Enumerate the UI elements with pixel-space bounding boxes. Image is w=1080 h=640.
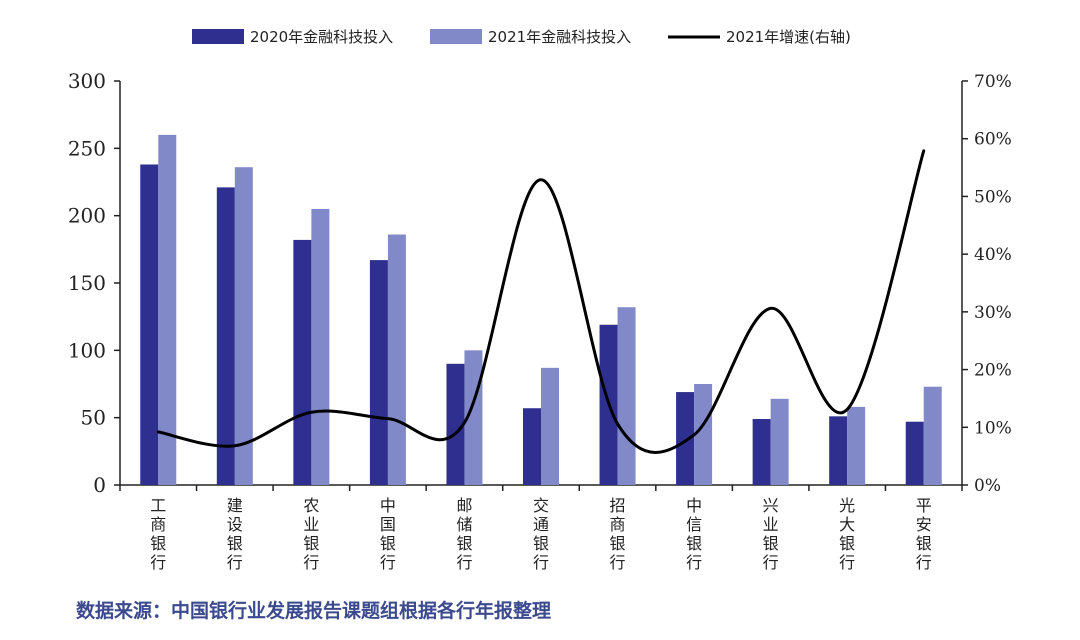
- source-note: 数据来源：中国银行业发展报告课题组根据各行年报整理: [76, 600, 552, 622]
- left-tick-label: 250: [68, 136, 106, 160]
- right-tick-label: 10%: [974, 418, 1012, 438]
- bar-2021: [694, 384, 713, 485]
- legend-swatch-2021: [430, 29, 482, 44]
- category-label: 中信银行: [686, 496, 702, 572]
- category-label: 光大银行: [839, 496, 855, 572]
- bar-2020: [752, 419, 771, 485]
- bar-2020: [676, 392, 695, 485]
- bar-2020: [216, 187, 235, 486]
- legend-label-growth: 2021年增速(右轴): [726, 28, 851, 46]
- left-tick-label: 100: [68, 338, 106, 362]
- left-tick-label: 300: [68, 69, 106, 93]
- bar-2021: [311, 208, 330, 485]
- left-tick-label: 0: [93, 473, 106, 497]
- right-tick-label: 0%: [974, 476, 1001, 496]
- bar-2020: [293, 239, 312, 485]
- category-label: 农业银行: [303, 496, 319, 572]
- category-label: 平安银行: [916, 496, 932, 572]
- bar-2021: [158, 134, 177, 485]
- bar-2020: [523, 408, 541, 485]
- left-tick-label: 50: [81, 406, 106, 430]
- bar-2021: [541, 367, 559, 485]
- category-label: 招商银行: [610, 496, 626, 572]
- bars: [140, 134, 942, 486]
- axes: 0 50 100 150 200 250 300 0% 10% 20% 30% 40% 50% 60% 70…: [68, 69, 1012, 497]
- bar-2020: [905, 421, 924, 485]
- growth-line-layer: [156, 149, 926, 454]
- bar-2020: [140, 164, 159, 485]
- category-label: 中国银行: [380, 496, 396, 572]
- right-tick-label: 60%: [974, 130, 1012, 150]
- left-tick-label: 150: [68, 271, 106, 295]
- right-tick-label: 20%: [974, 361, 1012, 381]
- legend-swatch-2020: [192, 29, 244, 44]
- right-tick-label: 40%: [974, 245, 1012, 265]
- category-label: 兴业银行: [763, 496, 779, 572]
- legend: 2020年金融科技投入 2021年金融科技投入 2021年增速(右轴): [192, 28, 851, 46]
- growth-line: [156, 149, 926, 454]
- category-label: 建设银行: [227, 496, 243, 572]
- bar-2021: [234, 167, 253, 486]
- bar-2020: [829, 416, 848, 485]
- left-tick-label: 200: [68, 204, 106, 228]
- legend-label-2021: 2021年金融科技投入: [488, 28, 631, 46]
- bar-2021: [617, 307, 636, 485]
- bar-2020: [369, 260, 388, 485]
- category-label: 交通银行: [533, 496, 549, 572]
- bar-2021: [387, 234, 406, 485]
- bar-2020: [446, 363, 465, 485]
- category-label: 工商银行: [150, 496, 166, 572]
- category-labels: 工商银行 建设银行 农业银行 中国银行 邮储银行 交通银行 招商银行 中信银行 兴业银行 光大银行…: [150, 496, 931, 572]
- right-tick-label: 30%: [974, 303, 1012, 323]
- legend-label-2020: 2020年金融科技投入: [250, 28, 393, 46]
- bar-2021: [923, 386, 942, 485]
- bar-2021: [770, 398, 789, 485]
- bar-2021: [847, 406, 866, 485]
- category-label: 邮储银行: [456, 496, 472, 572]
- right-tick-label: 50%: [974, 187, 1012, 207]
- right-tick-label: 70%: [974, 72, 1012, 92]
